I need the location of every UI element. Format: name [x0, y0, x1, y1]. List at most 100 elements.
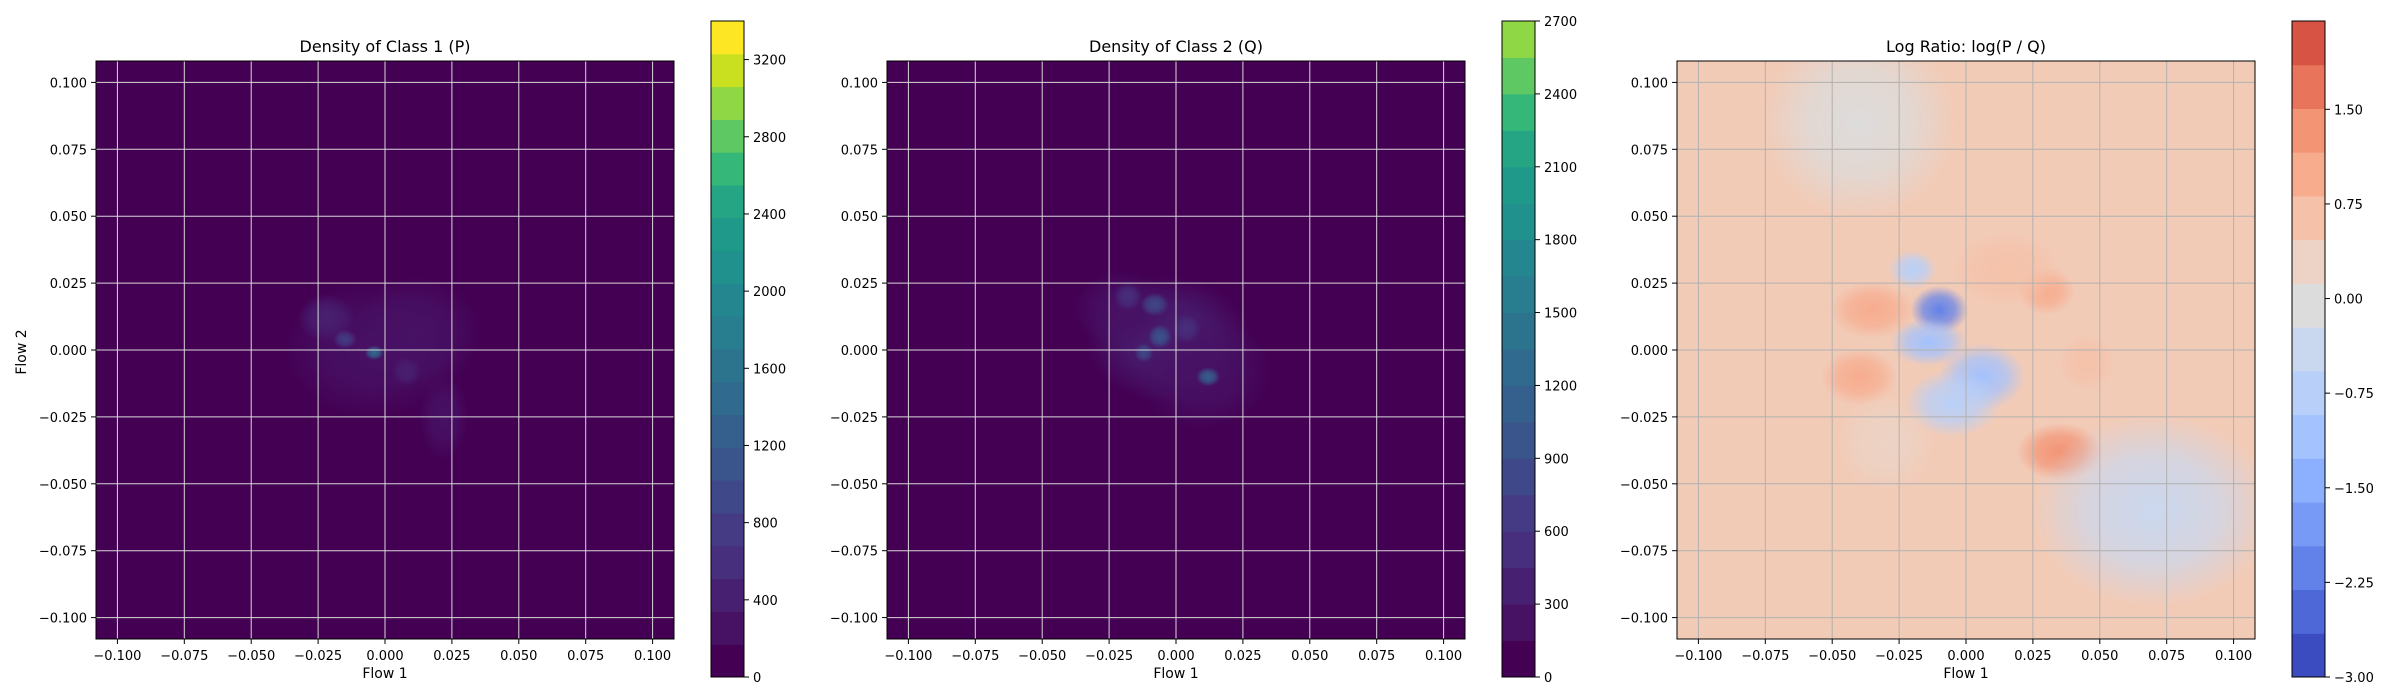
colorbar-frame — [1501, 20, 1536, 678]
x-tick-label: −0.100 — [1674, 649, 1722, 664]
y-tick-label: 0.100 — [1631, 76, 1668, 91]
y-tick-label: 0.075 — [841, 143, 878, 158]
colorbar-frame — [710, 20, 745, 678]
colorbar-band — [711, 119, 744, 153]
y-tick-label: −0.100 — [39, 612, 87, 627]
colorbar: 0 400 800 1200 1600 2000 2400 2800 3200 — [710, 20, 786, 686]
y-tick-label: −0.025 — [1620, 411, 1668, 426]
density-blob — [1140, 292, 1170, 317]
colorbar-band — [1502, 349, 1535, 386]
x-tick-label: −0.050 — [227, 649, 275, 664]
colorbar-band — [711, 316, 744, 350]
density-field — [1074, 271, 1271, 430]
y-tick-label: −0.050 — [1620, 478, 1668, 493]
colorbar-band — [1502, 531, 1535, 569]
colorbar-tick-label: 0.00 — [2334, 293, 2363, 308]
colorbar-band — [2292, 633, 2325, 678]
colorbar-tick-label: 400 — [753, 594, 778, 609]
x-tick-label: 0.100 — [634, 649, 671, 664]
y-tick-label: −0.075 — [830, 545, 878, 560]
colorbar-band — [2292, 370, 2325, 416]
colorbar-band — [2292, 152, 2325, 197]
colorbar-band — [1502, 494, 1535, 532]
colorbar-tick-label: 300 — [1544, 598, 1569, 613]
density-blob — [1762, 61, 1956, 219]
x-tick-label: 0.025 — [2014, 649, 2051, 664]
colorbar-tick-label: 1200 — [753, 439, 786, 454]
colorbar-band — [1502, 640, 1535, 678]
chart-title: Density of Class 1 (P) — [300, 37, 471, 56]
colorbar-tick-label: 2100 — [1544, 161, 1577, 176]
colorbar-tick-label: 0.75 — [2334, 198, 2363, 213]
colorbar-tick-label: 1800 — [1544, 234, 1577, 249]
colorbar-tick-label: −3.00 — [2334, 671, 2374, 686]
x-tick-label: −0.050 — [1808, 649, 1856, 664]
colorbar-tick-label: 600 — [1544, 525, 1569, 540]
colorbar-band — [1502, 385, 1535, 423]
density-blob — [1134, 343, 1154, 363]
y-tick-label: 0.025 — [50, 277, 87, 292]
colorbar-band — [2292, 195, 2325, 241]
colorbar-tick-label: −0.75 — [2334, 387, 2374, 402]
x-tick-label: 0.075 — [567, 649, 604, 664]
colorbar-band — [711, 217, 744, 252]
colorbar-band — [711, 414, 744, 448]
colorbar-tick-label: 3200 — [753, 54, 786, 69]
y-tick-label: −0.075 — [39, 545, 87, 560]
colorbar-tick-label: 2400 — [753, 208, 786, 223]
colorbar-band — [1502, 166, 1535, 204]
x-tick-label: −0.075 — [160, 649, 208, 664]
y-tick-label: 0.050 — [841, 210, 878, 225]
colorbar-band — [2292, 283, 2325, 328]
y-tick-label: −0.025 — [830, 411, 878, 426]
colorbar-band — [1502, 130, 1535, 168]
density-blob — [297, 293, 356, 342]
colorbar-band — [711, 513, 744, 547]
x-tick-label: −0.025 — [294, 649, 342, 664]
x-tick-label: 0.025 — [433, 649, 470, 664]
density-blob — [1147, 324, 1172, 349]
panel-log-ratio: Log Ratio: log(P / Q) Flow 1 −0.100 −0.07… — [1620, 20, 2374, 686]
x-tick-label: −0.025 — [1875, 649, 1923, 664]
density-field — [1762, 61, 2255, 607]
y-tick-label: 0.100 — [841, 76, 878, 91]
x-axis-label: Flow 1 — [362, 666, 407, 682]
colorbar-band — [711, 21, 744, 55]
y-tick-label: −0.050 — [39, 478, 87, 493]
x-tick-label: 0.075 — [2148, 649, 2185, 664]
colorbar-band — [1502, 421, 1535, 459]
colorbar-band — [2292, 327, 2325, 372]
colorbar-band — [711, 480, 744, 514]
x-tick-label: −0.075 — [1741, 649, 1789, 664]
colorbar-band — [2292, 64, 2325, 109]
x-tick-label: 0.025 — [1224, 649, 1261, 664]
y-tick-label: −0.075 — [1620, 545, 1668, 560]
colorbar-band — [711, 185, 744, 219]
colorbar-band — [711, 644, 744, 678]
colorbar-tick-label: 900 — [1544, 452, 1569, 467]
density-blob — [1904, 369, 2001, 438]
colorbar-band — [711, 611, 744, 645]
density-blob — [2032, 414, 2255, 607]
chart-title: Density of Class 2 (Q) — [1089, 37, 1263, 56]
colorbar-band — [2292, 545, 2325, 591]
y-tick-label: −0.050 — [830, 478, 878, 493]
density-blob — [1820, 347, 1898, 406]
x-tick-label: −0.075 — [951, 649, 999, 664]
colorbar-tick-label: 2800 — [753, 131, 786, 146]
x-axis-label: Flow 1 — [1943, 666, 1988, 682]
y-tick-label: 0.100 — [50, 76, 87, 91]
density-blob — [391, 356, 421, 386]
colorbar-band — [1502, 567, 1535, 605]
density-blob — [364, 345, 384, 360]
colorbar-tick-label: −2.25 — [2334, 576, 2374, 591]
density-blob — [1837, 395, 1934, 492]
colorbar-band — [711, 152, 744, 186]
colorbar-tick-label: 1200 — [1544, 379, 1577, 394]
colorbar-band — [711, 283, 744, 317]
colorbar-tick-label: 2000 — [753, 285, 786, 300]
x-tick-label: 0.100 — [2215, 649, 2252, 664]
y-axis-label: Flow 2 — [14, 329, 30, 374]
colorbar-band — [1502, 239, 1535, 277]
